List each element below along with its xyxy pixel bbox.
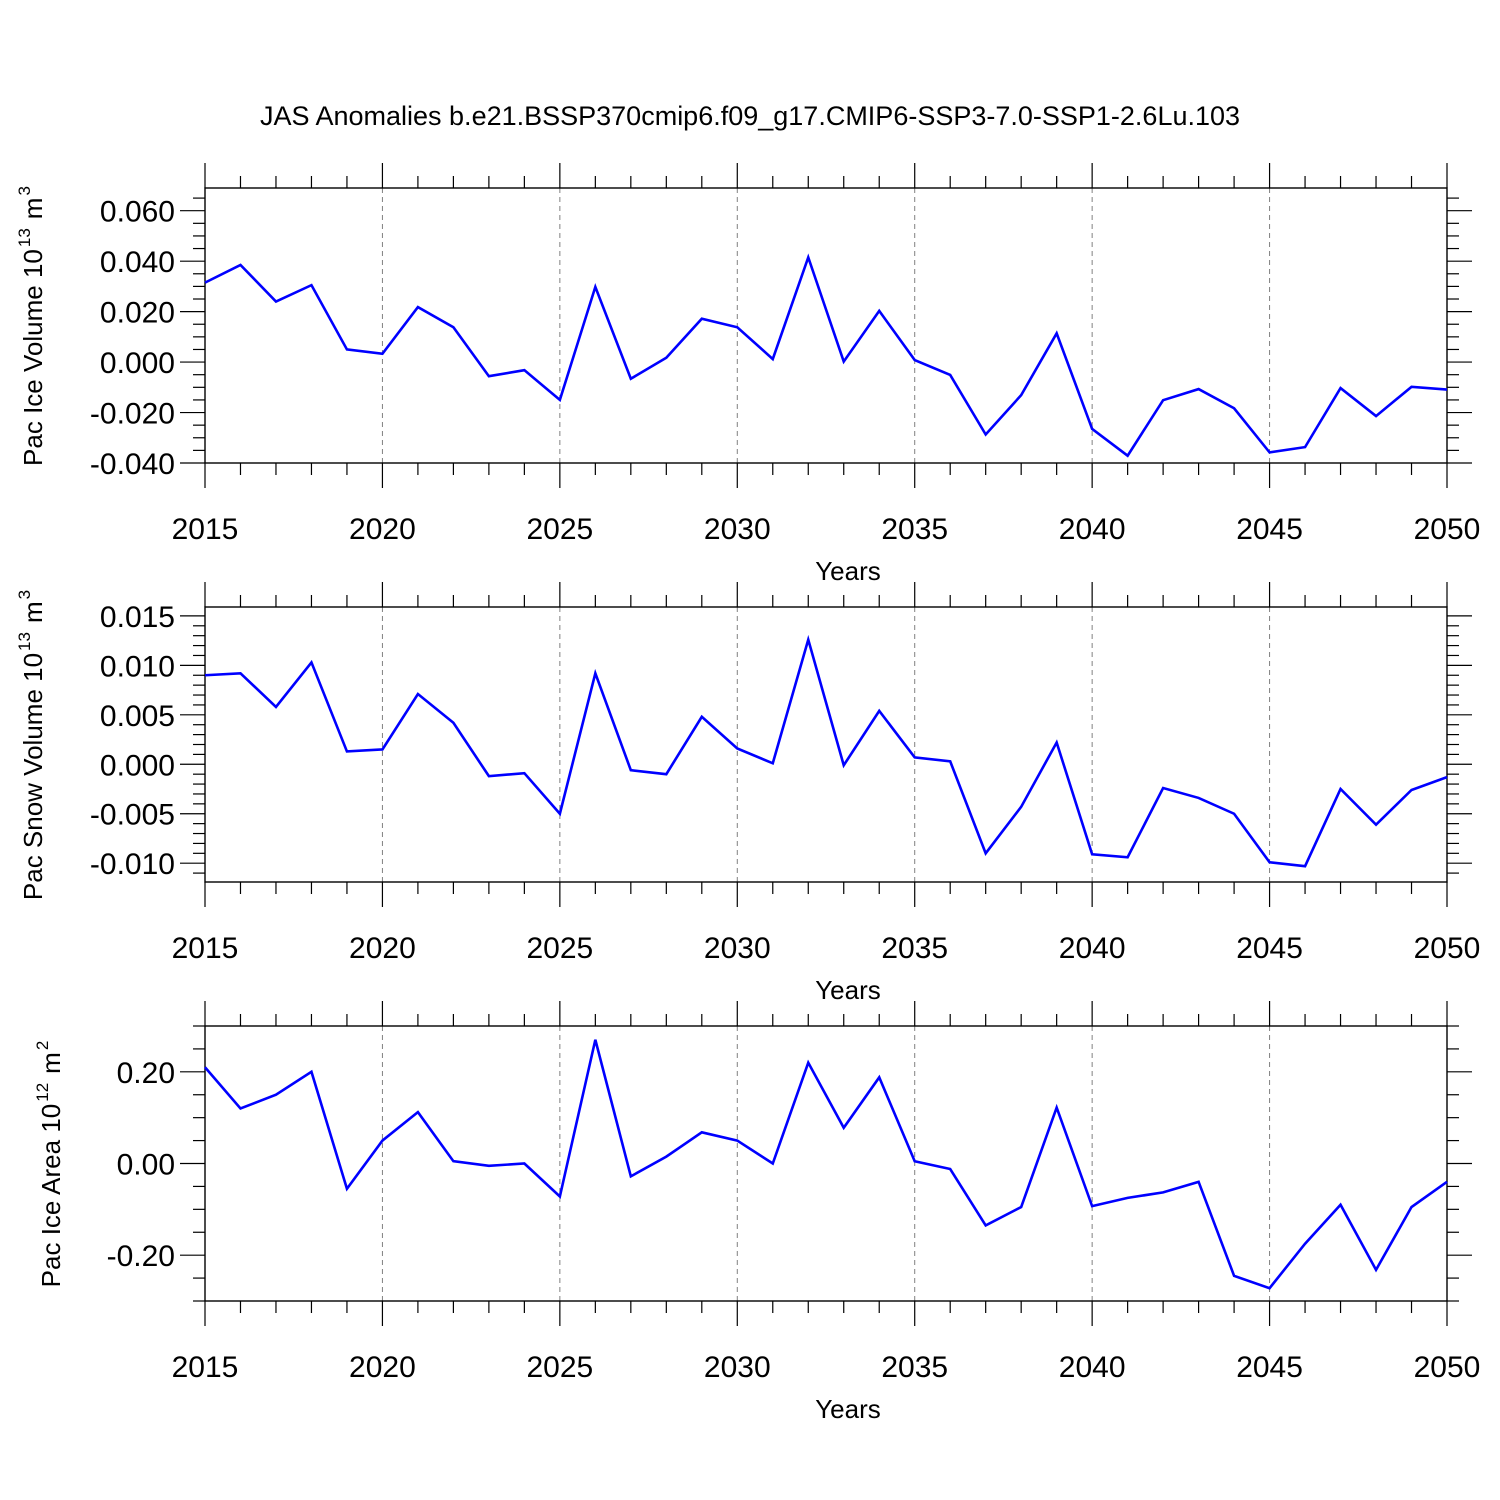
y-tick-label: 0.020 bbox=[100, 297, 175, 330]
y-axis-title-part: Pac Ice Area 10 bbox=[36, 1104, 66, 1288]
y-tick-label: 0.010 bbox=[100, 650, 175, 683]
y-axis-title-part: m bbox=[36, 1052, 66, 1074]
series-line bbox=[204, 253, 1448, 458]
x-tick-label: 2020 bbox=[349, 932, 416, 965]
plot-frame bbox=[204, 1025, 1448, 1302]
x-tick-label: 2035 bbox=[881, 513, 948, 546]
y-axis-title: Pac Ice Volume 10 13 m 3 bbox=[15, 186, 48, 466]
y-axis-title-part: Pac Snow Volume 10 bbox=[18, 653, 48, 900]
x-tick-label: 2025 bbox=[526, 513, 593, 546]
y-tick-label: 0.20 bbox=[117, 1057, 175, 1090]
y-axis-title-superscript: 12 bbox=[33, 1083, 52, 1102]
panel-snow-volume: 2015 2020 2025 2030 2035 2040 2045 2050 -0.010 -0… bbox=[15, 582, 1480, 1005]
x-tick-label: 2020 bbox=[349, 513, 416, 546]
y-axis-title-part: m bbox=[18, 198, 48, 220]
plot-frame bbox=[204, 187, 1448, 464]
x-tick-label: 2050 bbox=[1414, 513, 1481, 546]
x-tick-label: 2025 bbox=[526, 1351, 593, 1384]
y-axis-title: Pac Snow Volume 10 13 m 3 bbox=[15, 590, 48, 900]
x-tick-label: 2015 bbox=[172, 513, 239, 546]
y-tick-label: 0.040 bbox=[100, 246, 175, 279]
x-tick-label: 2025 bbox=[526, 932, 593, 965]
x-tick-label: 2035 bbox=[881, 1351, 948, 1384]
panel-ice-area: 2015 2020 2025 2030 2035 2040 2045 2050 -0.20 0.0… bbox=[33, 1001, 1480, 1424]
x-tick-label: 2030 bbox=[704, 932, 771, 965]
y-axis-title-superscript: 13 bbox=[15, 228, 34, 247]
y-axis-title-superscript: 13 bbox=[15, 632, 34, 651]
y-tick-label: -0.20 bbox=[107, 1240, 175, 1273]
x-tick-label: 2030 bbox=[704, 1351, 771, 1384]
x-tick-label: 2015 bbox=[172, 932, 239, 965]
y-axis-title-part: Pac Ice Volume 10 bbox=[18, 249, 48, 466]
y-tick-label: -0.020 bbox=[90, 398, 175, 431]
x-axis-title: Years bbox=[815, 975, 881, 1005]
series-line bbox=[204, 1039, 1448, 1290]
y-axis-title-superscript: 3 bbox=[15, 186, 34, 195]
x-tick-label: 2045 bbox=[1236, 1351, 1303, 1384]
y-tick-label: 0.015 bbox=[100, 601, 175, 634]
x-tick-label: 2030 bbox=[704, 513, 771, 546]
y-tick-label: -0.005 bbox=[90, 799, 175, 832]
x-tick-label: 2040 bbox=[1059, 932, 1126, 965]
panel-ice-volume: 2015 2020 2025 2030 2035 2040 2045 2050 -0.040 -0… bbox=[15, 163, 1480, 586]
x-tick-label: 2050 bbox=[1414, 932, 1481, 965]
y-tick-label: 0.060 bbox=[100, 196, 175, 229]
x-axis-title: Years bbox=[815, 556, 881, 586]
plot-frame bbox=[204, 606, 1448, 883]
x-tick-label: 2040 bbox=[1059, 513, 1126, 546]
y-tick-label: 0.000 bbox=[100, 749, 175, 782]
figure-title: JAS Anomalies b.e21.BSSP370cmip6.f09_g17… bbox=[260, 101, 1240, 131]
x-tick-label: 2040 bbox=[1059, 1351, 1126, 1384]
x-tick-label: 2020 bbox=[349, 1351, 416, 1384]
y-axis-title: Pac Ice Area 10 12 m 2 bbox=[33, 1041, 66, 1288]
y-tick-label: 0.000 bbox=[100, 347, 175, 380]
y-tick-label: 0.005 bbox=[100, 700, 175, 733]
y-axis-title-superscript: 3 bbox=[15, 590, 34, 599]
y-tick-label: -0.010 bbox=[90, 848, 175, 881]
x-tick-label: 2045 bbox=[1236, 932, 1303, 965]
x-tick-label: 2050 bbox=[1414, 1351, 1481, 1384]
series-line bbox=[204, 634, 1448, 868]
x-tick-label: 2045 bbox=[1236, 513, 1303, 546]
x-tick-label: 2015 bbox=[172, 1351, 239, 1384]
x-axis-title: Years bbox=[815, 1394, 881, 1424]
y-tick-label: -0.040 bbox=[90, 448, 175, 481]
x-tick-label: 2035 bbox=[881, 932, 948, 965]
y-tick-label: 0.00 bbox=[117, 1149, 175, 1182]
y-axis-title-superscript: 2 bbox=[33, 1041, 52, 1050]
y-axis-title-part: m bbox=[18, 601, 48, 623]
